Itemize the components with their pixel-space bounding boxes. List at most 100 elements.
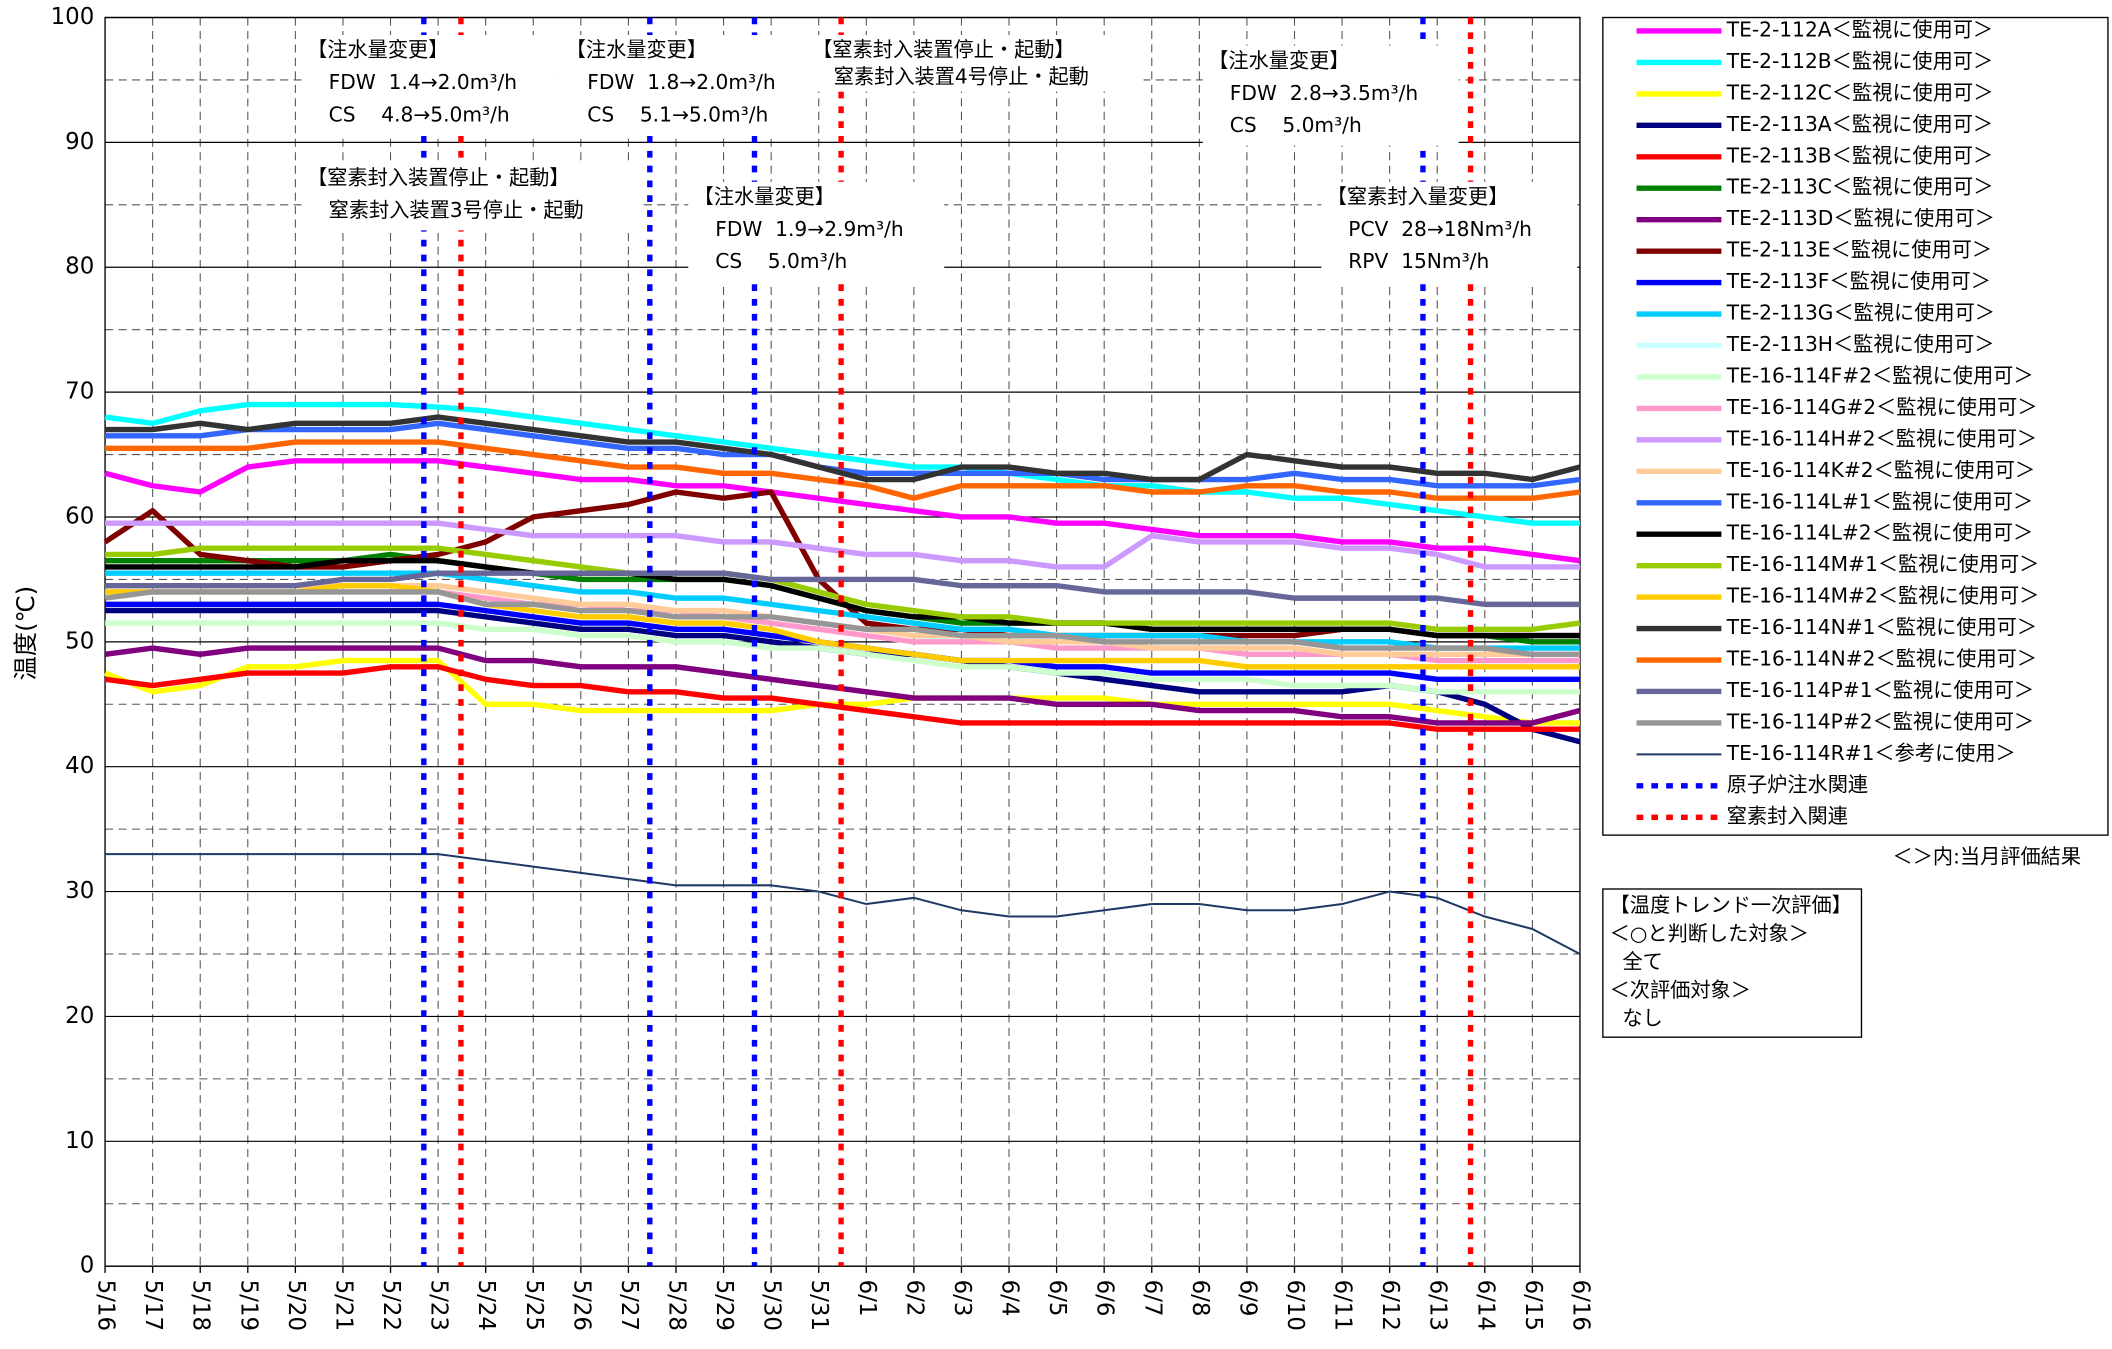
annotation-bg [301, 35, 558, 135]
x-tick-label: 5/25 [521, 1280, 547, 1331]
x-tick-label: 6/6 [1092, 1280, 1118, 1317]
series-line [104, 401, 1580, 526]
x-tick-label: 5/20 [283, 1280, 309, 1331]
x-tick-label: 6/5 [1044, 1280, 1070, 1317]
x-tick-label: 6/2 [901, 1280, 927, 1317]
annotation-text: 【窒素封入装置停止・起動】 [812, 38, 1074, 62]
x-tick-label: 5/27 [616, 1280, 642, 1331]
legend-label: TE-16-114P#1＜監視に使用可＞ [1726, 678, 2034, 702]
series-line [105, 570, 1580, 608]
annotation-text: 【注水量変更】 [566, 38, 707, 62]
annotation-text: 【注水量変更】 [694, 185, 835, 209]
x-tick-label: 5/31 [806, 1280, 832, 1331]
annotation-bg [1202, 45, 1459, 146]
x-tick-label: 6/12 [1377, 1280, 1403, 1331]
x-tick-label: 5/26 [568, 1280, 594, 1331]
legend-label: TE-2-113E＜監視に使用可＞ [1726, 238, 1992, 262]
x-tick-label: 5/18 [188, 1280, 214, 1331]
evaluation-text: なし [1610, 1006, 1663, 1030]
y-tick-label: 0 [80, 1253, 95, 1279]
x-tick-label: 6/15 [1520, 1280, 1546, 1331]
series-line [105, 420, 1581, 489]
series-line [105, 414, 1581, 483]
x-tick-label: 5/22 [378, 1280, 404, 1331]
legend-label: TE-2-113H＜監視に使用可＞ [1726, 332, 1995, 356]
annotation-text: FDW 1.9→2.9m³/h [715, 217, 903, 241]
x-tick-label: 6/8 [1187, 1280, 1213, 1317]
y-tick-label: 100 [51, 4, 95, 30]
x-tick-label: 6/14 [1472, 1280, 1498, 1331]
y-tick-label: 50 [65, 628, 94, 654]
y-tick-label: 10 [65, 1128, 94, 1154]
evaluation-text: 【温度トレンド一次評価】 [1610, 893, 1852, 917]
series-line [104, 664, 1580, 732]
legend-label: TE-16-114G#2＜監視に使用可＞ [1726, 395, 2038, 419]
annotation-text: PCV 28→18Nm³/h [1348, 217, 1532, 241]
legend-label: TE-2-112C＜監視に使用可＞ [1726, 80, 1994, 104]
annotation-bg [560, 35, 817, 135]
annotation-text: 窒素封入装置4号停止・起動 [834, 65, 1089, 89]
legend-label: 窒素封入関連 [1727, 804, 1848, 828]
legend-box [1602, 16, 2109, 836]
x-tick-label: 6/4 [997, 1280, 1023, 1317]
legend-label: TE-16-114H#2＜監視に使用可＞ [1726, 426, 2037, 450]
evaluation-text: 全て [1610, 950, 1663, 974]
x-tick-label: 5/17 [140, 1280, 166, 1331]
legend-label: TE-2-113A＜監視に使用可＞ [1726, 112, 1993, 136]
legend-label: TE-16-114M#1＜監視に使用可＞ [1726, 552, 2040, 576]
legend-label: TE-2-113G＜監視に使用可＞ [1726, 301, 1995, 325]
x-tick-label: 5/19 [235, 1280, 261, 1331]
x-tick-label: 5/23 [426, 1280, 452, 1331]
legend-label: TE-16-114R#1＜参考に使用＞ [1726, 741, 2016, 765]
x-tick-label: 6/16 [1567, 1280, 1593, 1331]
x-tick-label: 6/7 [1139, 1280, 1165, 1317]
x-tick-label: 5/21 [330, 1280, 356, 1331]
x-tick-label: 5/28 [663, 1280, 689, 1331]
x-tick-label: 5/30 [759, 1280, 785, 1331]
y-axis-label: 温度(℃) [11, 586, 40, 681]
legend-label: TE-16-114M#2＜監視に使用可＞ [1726, 584, 2040, 608]
evaluation-text: ＜○と判断した対象＞ [1610, 921, 1809, 945]
annotation-bg [1321, 181, 1578, 282]
legend-label: TE-2-113D＜監視に使用可＞ [1726, 206, 1995, 230]
legend-label: TE-2-113B＜監視に使用可＞ [1726, 143, 1993, 167]
legend-label: TE-2-112B＜監視に使用可＞ [1726, 49, 1993, 73]
legend-label: 原子炉注水関連 [1727, 772, 1868, 796]
legend-label: TE-16-114P#2＜監視に使用可＞ [1726, 709, 2034, 733]
annotation-text: CS 5.0m³/h [715, 249, 847, 273]
x-tick-label: 5/24 [473, 1280, 499, 1331]
annotation-text: FDW 1.4→2.0m³/h [329, 70, 517, 94]
x-tick-label: 6/3 [949, 1280, 975, 1317]
x-tick-label: 6/1 [854, 1280, 880, 1317]
y-tick-label: 40 [65, 753, 94, 779]
series-line [105, 557, 1580, 639]
annotation-text: 【注水量変更】 [1208, 48, 1349, 72]
series-line [104, 458, 1581, 564]
x-tick-label: 6/11 [1330, 1280, 1356, 1331]
annotation-text: CS 4.8→5.0m³/h [329, 102, 510, 126]
x-tick-label: 6/13 [1425, 1280, 1451, 1331]
x-tick-label: 5/29 [711, 1280, 737, 1331]
y-tick-label: 80 [65, 254, 94, 280]
legend-label: TE-16-114L#1＜監視に使用可＞ [1726, 489, 2033, 513]
annotation-text: CS 5.0m³/h [1230, 113, 1362, 137]
legend-label: TE-16-114L#2＜監視に使用可＞ [1726, 521, 2033, 545]
legend-label: TE-16-114F#2＜監視に使用可＞ [1726, 363, 2034, 387]
legend-note: ＜＞内:当月評価結果 [1893, 845, 2081, 869]
annotation-text: CS 5.1→5.0m³/h [587, 102, 768, 126]
legend-label: TE-16-114N#2＜監視に使用可＞ [1726, 647, 2037, 671]
series-line [105, 620, 1580, 695]
y-tick-label: 70 [65, 379, 94, 405]
legend-label: TE-16-114K#2＜監視に使用可＞ [1726, 458, 2035, 482]
y-tick-label: 90 [65, 129, 94, 155]
annotation-text: FDW 1.8→2.0m³/h [587, 70, 775, 94]
annotation-bg [688, 181, 945, 282]
y-tick-label: 30 [65, 878, 94, 904]
y-tick-label: 60 [65, 503, 94, 529]
annotation-text: RPV 15Nm³/h [1348, 249, 1489, 273]
evaluation-text: ＜次評価対象＞ [1610, 978, 1751, 1002]
x-tick-label: 6/10 [1282, 1280, 1308, 1331]
legend-label: TE-2-113F＜監視に使用可＞ [1726, 269, 1991, 293]
x-tick-label: 6/9 [1234, 1280, 1260, 1317]
